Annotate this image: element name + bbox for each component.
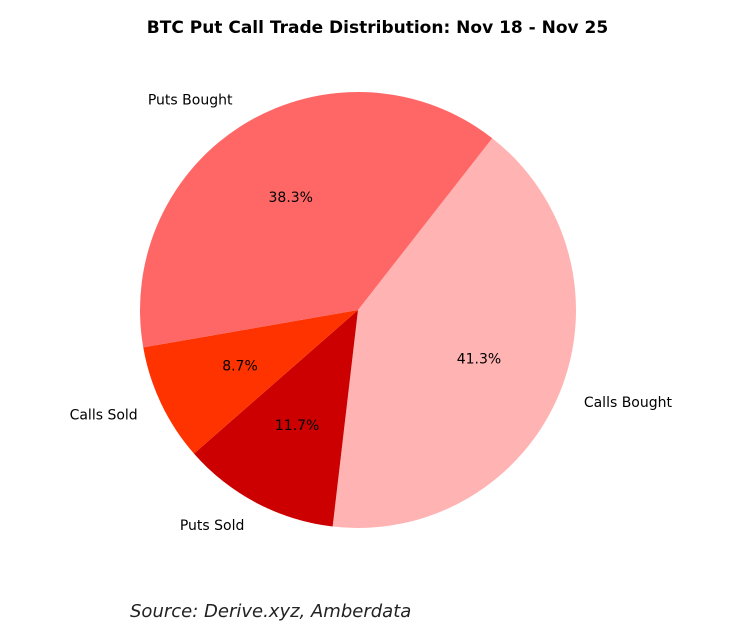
pie-slice-label: Puts Bought — [148, 93, 233, 109]
pie-slice-percent: 41.3% — [457, 352, 501, 368]
source-attribution: Source: Derive.xyz, Amberdata — [130, 601, 411, 622]
pie-slice-label: Puts Sold — [180, 518, 245, 534]
pie-slice-percent: 38.3% — [269, 190, 313, 206]
pie-slice-label: Calls Sold — [70, 407, 138, 423]
pie-slice-percent: 11.7% — [275, 418, 319, 434]
chart-container: BTC Put Call Trade Distribution: Nov 18 … — [0, 0, 755, 640]
pie-slice-percent: 8.7% — [222, 358, 258, 374]
pie-slice-label: Calls Bought — [584, 395, 673, 411]
pie-chart: 41.3% Calls Bought 11.7% Puts Sold 8.7% Calls… — [0, 0, 755, 640]
